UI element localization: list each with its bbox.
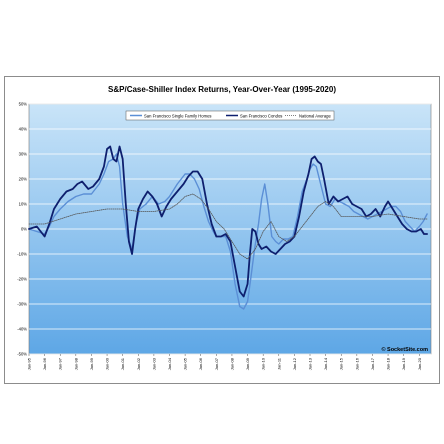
x-tick-label: Jan-19 <box>401 357 406 370</box>
x-tick-label: Jan-16 <box>354 357 359 370</box>
grid-layer <box>29 103 431 355</box>
x-tick-label: Jan-99 <box>89 357 94 370</box>
source-label: © SocketSite.com <box>381 346 428 353</box>
legend: San Francisco Single Family Homes San Fr… <box>125 110 335 121</box>
legend-label-sf-condos: San Francisco Condos <box>240 114 282 119</box>
x-tick-label: Jan-98 <box>73 357 78 370</box>
y-tick-label: 40% <box>19 127 28 132</box>
x-tick-label: Jan-17 <box>370 357 375 370</box>
x-tick-label: Jan-11 <box>276 357 281 370</box>
y-tick-label: 0% <box>21 227 27 232</box>
x-tick-label: Jan-95 <box>27 357 32 370</box>
y-tick-label: 50% <box>19 102 28 107</box>
x-tick-label: Jan-05 <box>183 357 188 370</box>
series-line-national <box>28 193 428 260</box>
x-tick-label: Jan-06 <box>198 357 203 370</box>
y-tick-label: -30% <box>17 302 27 307</box>
chart-svg: S&P/Case-Shiller Index Returns, Year-Ove… <box>17 85 432 370</box>
series-line-sf-condos <box>28 145 428 298</box>
x-tick-label: Jan-14 <box>323 357 328 370</box>
x-tick-label: Jan-09 <box>245 357 250 370</box>
y-tick-label: 20% <box>19 177 28 182</box>
x-tick-label: Jan-96 <box>42 357 47 370</box>
x-tick-label: Jan-12 <box>292 357 297 370</box>
y-tick-label: -10% <box>17 252 27 257</box>
x-tick-label: Jan-01 <box>120 357 125 370</box>
x-tick-label: Jan-10 <box>261 357 266 370</box>
series-layer <box>28 145 428 310</box>
x-tick-label: Jan-15 <box>339 357 344 370</box>
x-tick-label: Jan-20 <box>417 357 422 370</box>
x-tick-label: Jan-97 <box>58 357 63 370</box>
x-tick-label: Jan-04 <box>167 357 172 370</box>
x-tick-label: Jan-07 <box>214 357 219 370</box>
x-tick-label: Jan-03 <box>151 357 156 370</box>
y-tick-label: -40% <box>17 327 27 332</box>
y-axis-ticks: 50% 40% 30% 20% 10% 0% -10% -20% -30% -40% -50% <box>17 102 27 357</box>
legend-label-sf-homes: San Francisco Single Family Homes <box>144 114 212 119</box>
x-tick-label: Jan-13 <box>308 357 313 370</box>
chart-frame: S&P/Case-Shiller Index Returns, Year-Ove… <box>4 76 440 384</box>
x-tick-label: Jan-00 <box>105 357 110 370</box>
y-tick-label: -20% <box>17 277 27 282</box>
x-tick-label: Jan-02 <box>136 357 141 370</box>
y-tick-label: 10% <box>19 202 28 207</box>
chart-title: S&P/Case-Shiller Index Returns, Year-Ove… <box>108 85 336 94</box>
legend-label-national: National Average <box>299 114 331 119</box>
x-tick-label: Jan-18 <box>386 357 391 370</box>
x-tick-label: Jan-08 <box>229 357 234 370</box>
y-tick-label: -50% <box>17 352 27 357</box>
y-tick-label: 30% <box>19 152 28 157</box>
x-axis-ticks: Jan-95 Jan-96 Jan-97 Jan-98 Jan-99 Jan-00 Jan-… <box>27 354 422 370</box>
